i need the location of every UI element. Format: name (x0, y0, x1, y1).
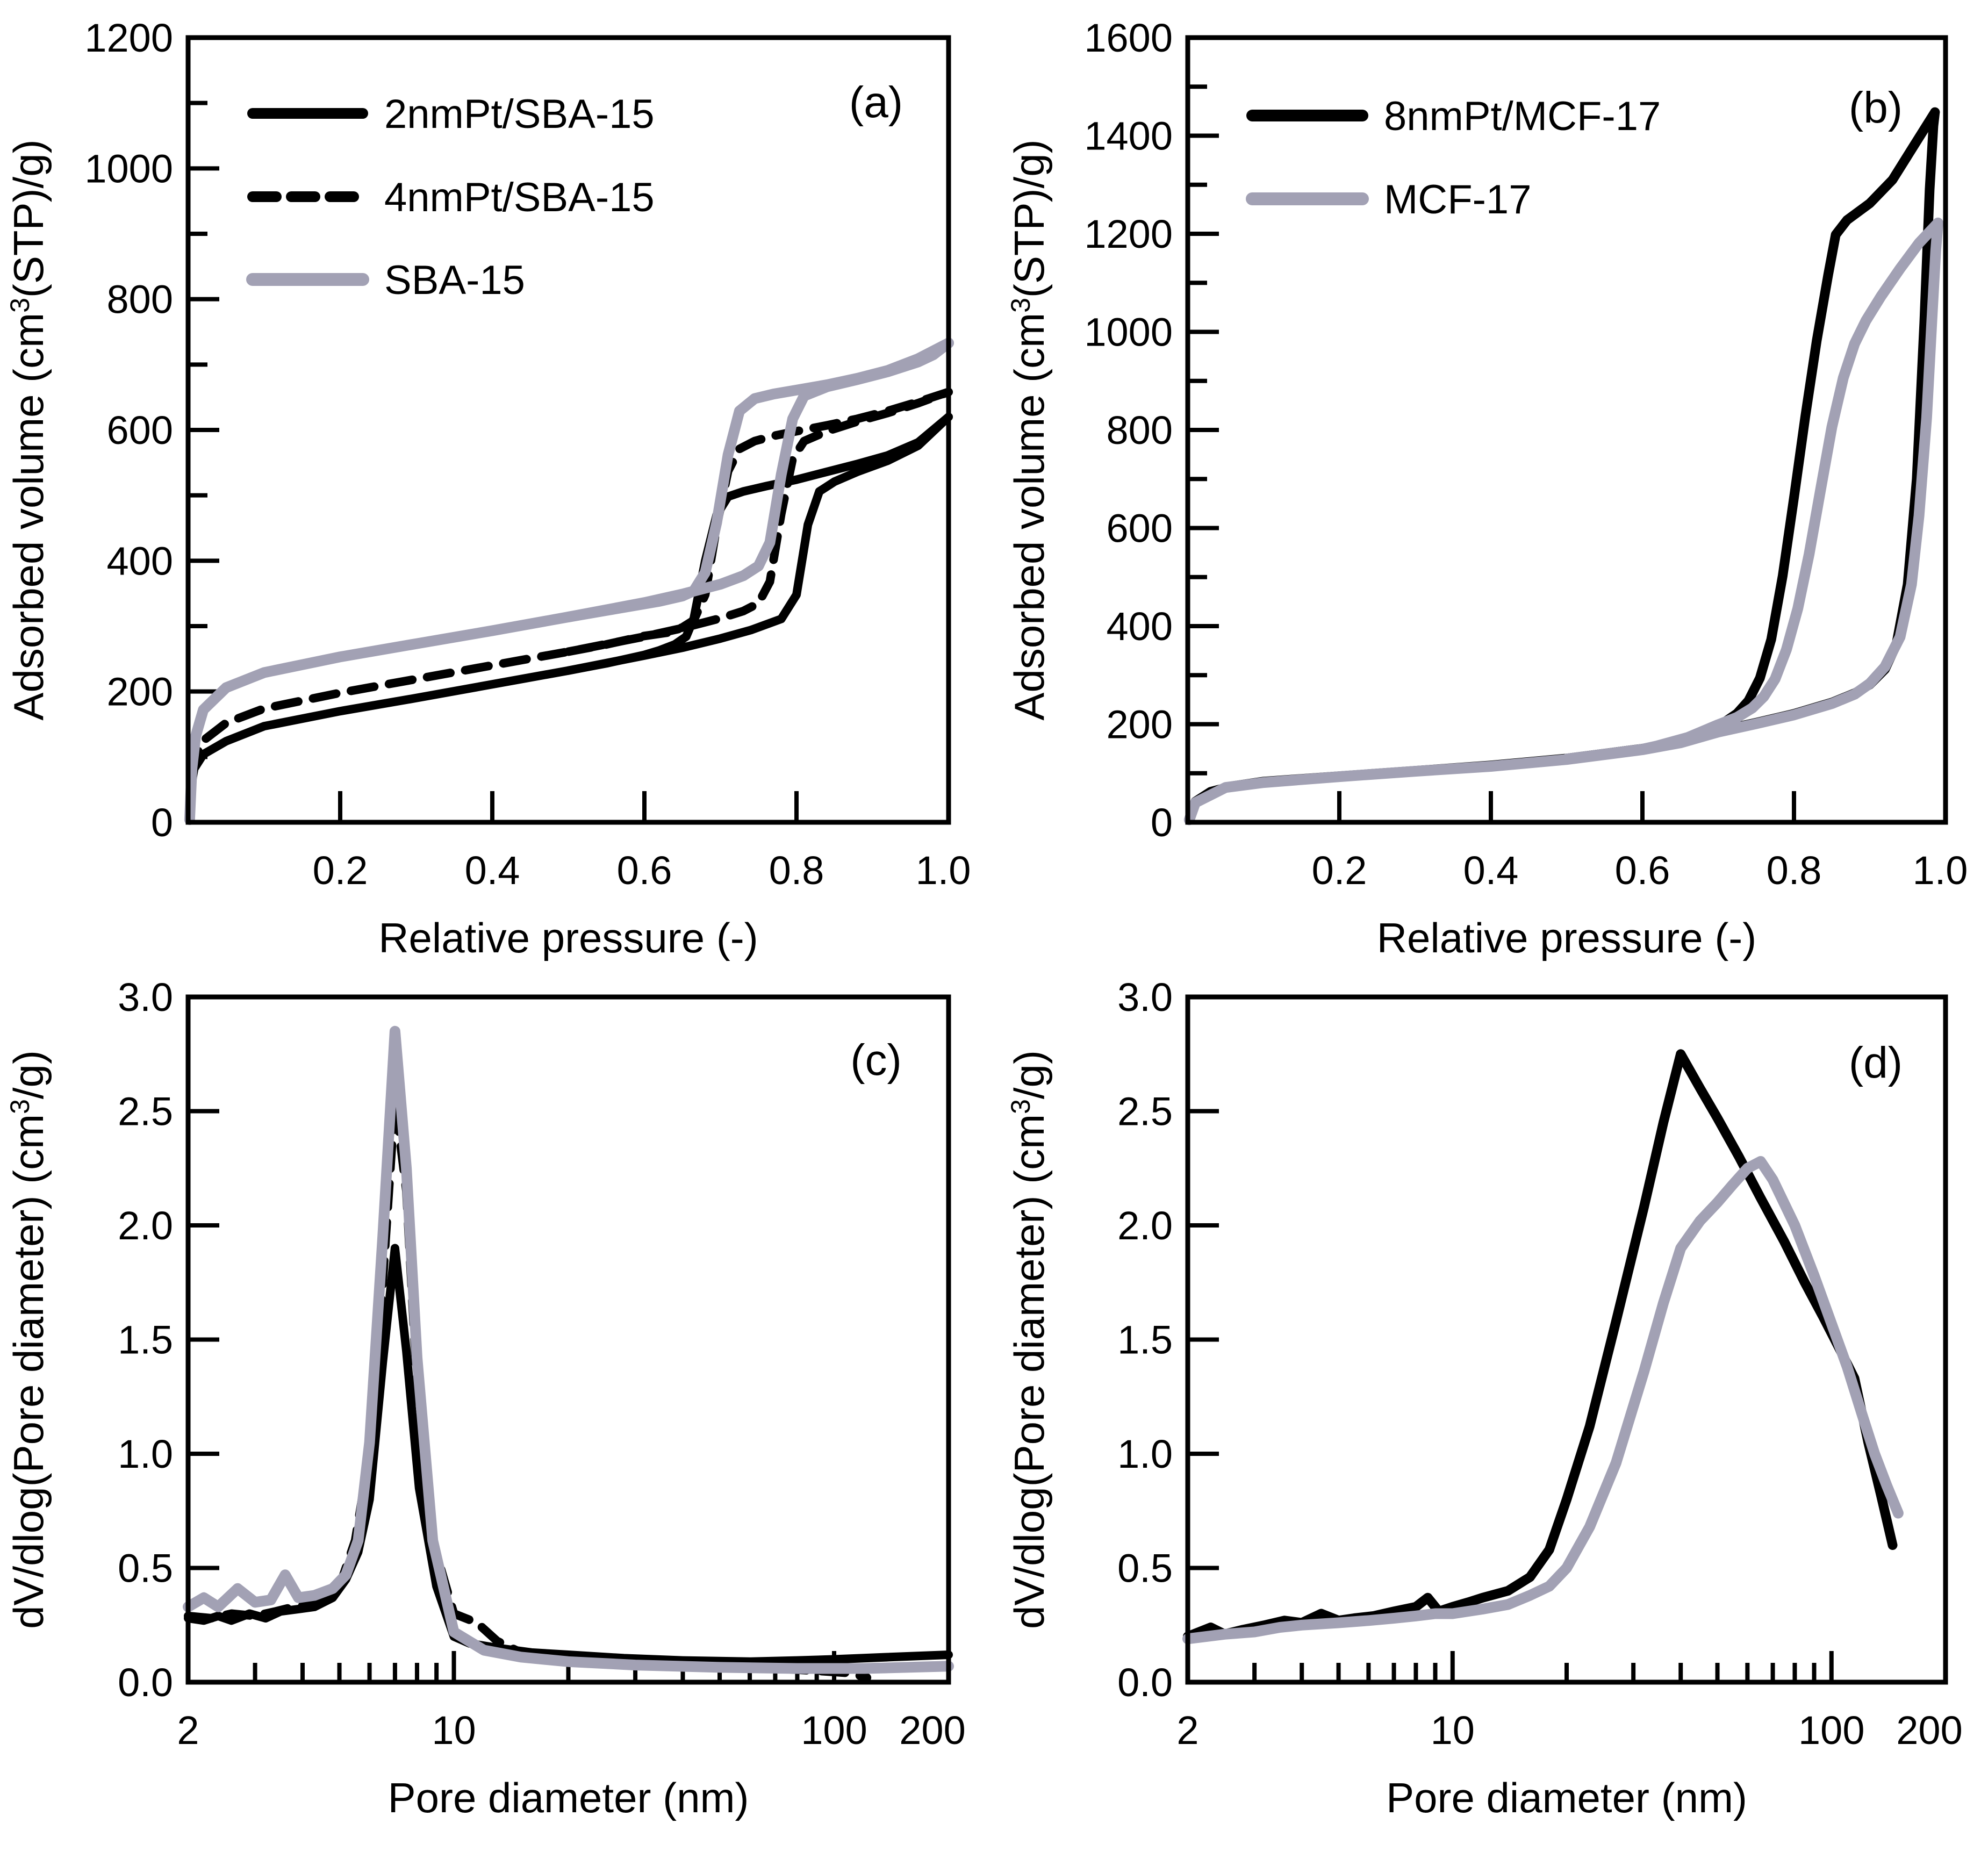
legend-label: MCF-17 (1384, 177, 1531, 222)
series-2nmpt-sba-15 (564, 412, 953, 675)
series-8nmpt-mcf-17 (1562, 107, 1940, 764)
x-tick-label: 0.6 (1615, 848, 1670, 893)
x-tick-label: 100 (1798, 1708, 1864, 1753)
panel-letter: (b) (1849, 83, 1903, 132)
y-tick-label: 0.0 (1117, 1660, 1173, 1705)
series-2nmpt-sba-15 (185, 412, 953, 822)
y-tick-label: 3.0 (118, 975, 173, 1020)
panel-b: 0.2 0.4 0.6 0.8 1.0 0 200 400 600 800 1000 1200 1400… (1006, 16, 1968, 961)
x-tick-label: 0.2 (313, 848, 368, 893)
y-tick-label: 1000 (84, 146, 173, 191)
panel-letter: (c) (850, 1036, 902, 1085)
y-tick-label: 600 (1107, 506, 1173, 551)
y-tick-label: 1.5 (118, 1318, 173, 1362)
x-axis-title: Relative pressure (-) (378, 914, 758, 961)
legend: 2nmPt/SBA-15 4nmPt/SBA-15 SBA-15 (246, 91, 655, 303)
series-sba-15 (563, 338, 954, 622)
x-tick-label: 1.0 (1913, 848, 1968, 893)
x-tick-label: 0.8 (769, 848, 824, 893)
legend-label: SBA-15 (384, 257, 525, 303)
x-tick-label: 200 (899, 1708, 965, 1753)
panel-d-frame (1185, 994, 1948, 1685)
y-tick-label: 2.0 (118, 1203, 173, 1248)
series-sba-15 (183, 1025, 954, 1674)
x-tick-label: 10 (432, 1708, 476, 1753)
x-tick-label: 1.0 (916, 848, 971, 893)
y-tick-label: 0.5 (1117, 1546, 1173, 1591)
legend: 8nmPt/MCF-17 MCF-17 (1246, 94, 1661, 222)
y-tick-label: 0 (1151, 800, 1173, 845)
legend-label: 8nmPt/MCF-17 (1384, 94, 1661, 139)
series-mcf-17 (1561, 217, 1943, 765)
x-axis-title: Pore diameter (nm) (388, 1774, 749, 1821)
x-tick-label: 0.2 (1312, 848, 1367, 893)
y-tick-label: 1400 (1084, 114, 1173, 159)
y-tick-label: 1.5 (1117, 1318, 1173, 1362)
y-tick-label: 1.0 (1117, 1432, 1173, 1476)
series-8nmpt-mcf-17 (1183, 1049, 1898, 1641)
y-tick-label: 0.5 (118, 1546, 173, 1591)
y-tick-label: 2.5 (118, 1089, 173, 1134)
x-tick-label: 2 (177, 1708, 199, 1753)
y-axis-title: Adsorbed volume (cm3(STP)/g) (5, 139, 52, 720)
panel-letter: (a) (849, 78, 903, 127)
y-tick-label: 400 (1107, 604, 1173, 649)
x-tick-label: 200 (1896, 1708, 1962, 1753)
x-tick-label: 100 (801, 1708, 867, 1753)
x-tick-label: 2 (1176, 1708, 1198, 1753)
series-4nmpt-sba-15 (185, 387, 953, 817)
series-4nmpt-sba-15 (564, 387, 953, 656)
panel-c-frame (185, 994, 951, 1685)
y-tick-label: 0 (151, 800, 173, 845)
panel-c: 2 10 100 200 0.0 0.5 1.0 1.5 2.0 2.5 3.0 Pore diame… (5, 975, 966, 1821)
x-tick-label: 0.4 (1463, 848, 1519, 893)
y-axis-title: Adsorbed volume (cm3(STP)/g) (1006, 139, 1053, 720)
y-tick-label: 0.0 (118, 1660, 173, 1705)
x-tick-label: 0.6 (617, 848, 672, 893)
x-axis-title: Pore diameter (nm) (1386, 1774, 1747, 1821)
panel-b-frame (1185, 35, 1948, 825)
y-tick-label: 1200 (1084, 212, 1173, 256)
legend-label: 4nmPt/SBA-15 (384, 175, 655, 220)
y-tick-label: 2.0 (1117, 1203, 1173, 1248)
y-tick-label: 2.5 (1117, 1089, 1173, 1134)
y-tick-label: 600 (107, 408, 173, 453)
series-sba-15 (184, 338, 954, 826)
y-tick-label: 800 (107, 277, 173, 322)
panel-a: 0.2 0.4 0.6 0.8 1.0 0 200 400 600 800 1000 1200 Rela… (5, 16, 971, 961)
x-tick-label: 10 (1431, 1708, 1475, 1753)
y-axis-title: dV/dlog(Pore diameter) (cm3/g) (1006, 1050, 1053, 1629)
y-tick-label: 3.0 (1117, 975, 1173, 1020)
y-axis-title: dV/dlog(Pore diameter) (cm3/g) (5, 1050, 52, 1629)
y-tick-label: 1000 (1084, 310, 1173, 355)
panel-a-frame (185, 35, 951, 825)
y-tick-label: 400 (107, 539, 173, 583)
panel-d: 2 10 100 200 0.0 0.5 1.0 1.5 2.0 2.5 3.0 Pore diame… (1006, 975, 1963, 1821)
y-tick-label: 800 (1107, 408, 1173, 453)
legend-label: 2nmPt/SBA-15 (384, 91, 655, 137)
x-tick-label: 0.4 (465, 848, 520, 893)
panel-letter: (d) (1849, 1038, 1903, 1087)
y-tick-label: 200 (1107, 702, 1173, 747)
y-tick-label: 1.0 (118, 1432, 173, 1476)
x-axis-title: Relative pressure (-) (1377, 914, 1757, 961)
x-tick-label: 0.8 (1767, 848, 1822, 893)
y-tick-label: 200 (107, 670, 173, 714)
y-tick-label: 1200 (84, 16, 173, 60)
series-mcf-17 (1183, 217, 1943, 826)
series-mcf-17 (1182, 1156, 1904, 1645)
y-tick-label: 1600 (1084, 16, 1173, 60)
